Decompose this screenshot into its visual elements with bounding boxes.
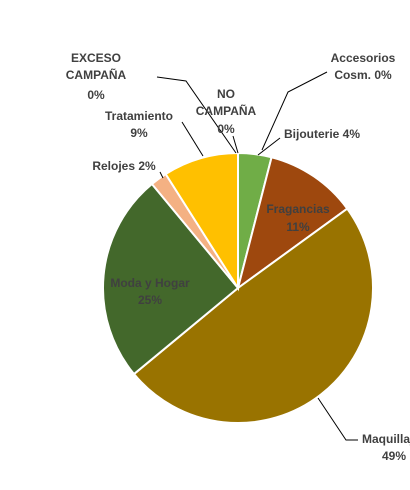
leader-line-exceso-campana	[156, 76, 237, 154]
data-label-exceso-campana: EXCESO	[71, 51, 121, 65]
data-label-value-maquillaje: 49%	[382, 449, 406, 463]
data-label-exceso-campana-line-2: CAMPAÑA	[66, 67, 127, 82]
pie-slice-fragancias	[236, 156, 349, 291]
data-label-tratamiento: Tratamiento	[105, 109, 173, 123]
leader-line-tratamiento	[181, 121, 204, 157]
data-label-no-campana-line-2: CAMPAÑA	[196, 103, 257, 118]
leader-line-accesorios-cosm	[261, 71, 328, 151]
pie-slice-maquillaje	[132, 207, 374, 424]
data-label-no-campana: NO	[217, 87, 235, 101]
data-label-accesorios-cosm-line-2: Cosm. 0%	[334, 68, 392, 82]
data-label-fragancias: Fragancias	[266, 202, 330, 216]
data-label-bijouterie: Bijouterie 4%	[284, 127, 360, 141]
data-label-value-no-campana: 0%	[217, 122, 235, 136]
data-label-accesorios-cosm: Accesorios	[331, 51, 396, 65]
leader-line-relojes	[159, 171, 164, 179]
pie-slice-moda-y-hogar	[102, 182, 240, 376]
leader-line-maquillaje	[317, 397, 358, 441]
data-label-value-tratamiento: 9%	[130, 126, 148, 140]
data-label-value-exceso-campana: 0%	[87, 88, 105, 102]
data-label-value-moda-y-hogar: 25%	[138, 293, 162, 307]
data-label-value-fragancias: 11%	[286, 220, 310, 234]
pie-slices	[102, 151, 374, 424]
pie-labels: Accesorios Cosm. 0% Bijouterie 4% Fragancia…	[66, 51, 410, 463]
data-label-moda-y-hogar: Moda y Hogar	[110, 276, 190, 290]
data-label-maquillaje: Maquillaje	[362, 432, 410, 446]
leader-line-bijouterie	[257, 137, 281, 156]
leader-line-no-campana	[232, 135, 239, 154]
data-label-relojes: Relojes 2%	[92, 159, 156, 173]
